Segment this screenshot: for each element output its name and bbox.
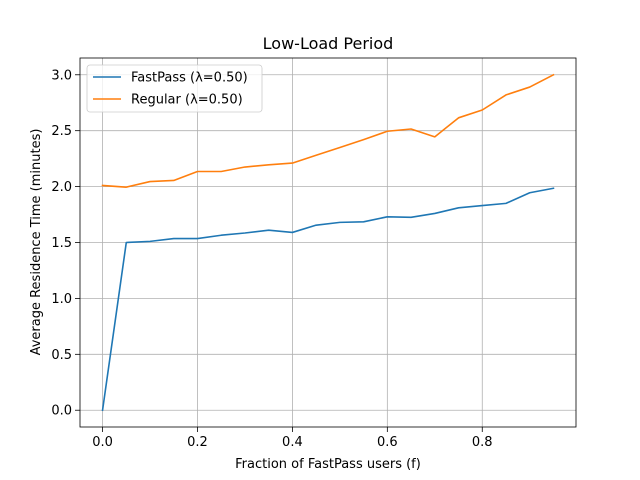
series-line-regular — [101, 73, 555, 188]
legend: FastPass (λ=0.50) Regular (λ=0.50) — [86, 64, 263, 113]
x-tick-label: 0.2 — [187, 435, 208, 450]
x-tick-label: 0.0 — [92, 435, 113, 450]
x-tick-label: 0.8 — [472, 435, 493, 450]
y-axis-ticks: 0.0 0.5 1.0 1.5 2.0 2.5 3.0 — [51, 68, 80, 419]
x-axis-ticks: 0.0 0.2 0.4 0.6 0.8 — [92, 427, 493, 450]
x-axis-label: Fraction of FastPass users (f) — [235, 457, 421, 472]
y-tick-label: 2.0 — [51, 180, 72, 195]
legend-label: Regular (λ=0.50) — [131, 93, 243, 108]
grid — [80, 58, 576, 427]
y-axis-label: Average Residence Time (minutes) — [29, 129, 44, 356]
y-tick-label: 0.5 — [51, 348, 72, 363]
y-tick-label: 0.0 — [51, 404, 72, 419]
chart-title: Low-Load Period — [263, 34, 394, 53]
series-line-fastpass — [101, 187, 555, 412]
y-tick-label: 3.0 — [51, 68, 72, 83]
series-lines — [101, 73, 555, 412]
y-tick-label: 2.5 — [51, 124, 72, 139]
y-tick-label: 1.0 — [51, 292, 72, 307]
legend-box — [86, 64, 263, 113]
y-tick-label: 1.5 — [51, 236, 72, 251]
x-tick-label: 0.4 — [282, 435, 303, 450]
legend-label: FastPass (λ=0.50) — [131, 71, 248, 86]
x-tick-label: 0.6 — [377, 435, 398, 450]
